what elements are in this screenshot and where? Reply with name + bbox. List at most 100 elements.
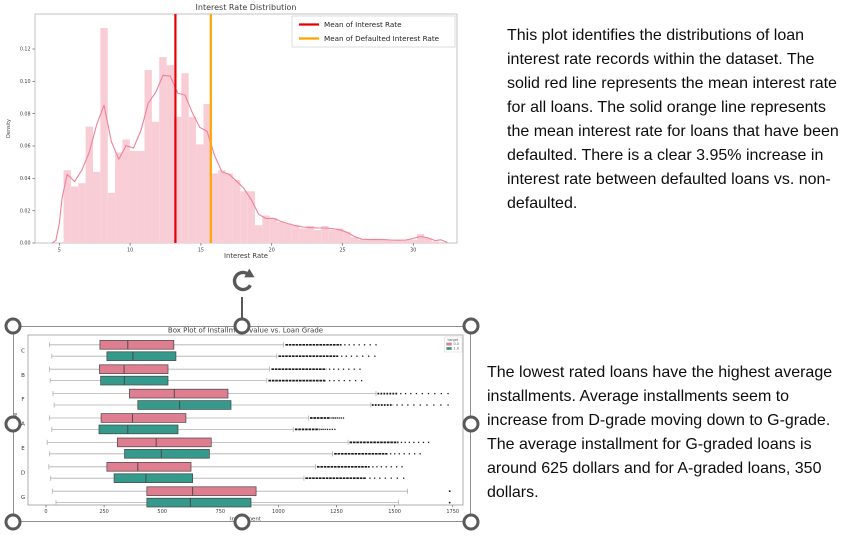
boxplot-note-textbox[interactable]: The lowest rated loans have the highest …: [487, 361, 845, 505]
outlier-point: [403, 477, 405, 479]
box: [100, 375, 169, 386]
boxplot-svg: Box Plot of Installment value vs. Loan G…: [13, 327, 464, 522]
selection-handle-top-right[interactable]: [462, 317, 480, 335]
outlier-point: [332, 417, 335, 419]
box: [113, 473, 193, 483]
outlier-point: [374, 355, 376, 357]
box: [137, 400, 232, 410]
outlier-point: [360, 379, 363, 382]
histogram-bar: [431, 241, 440, 243]
outlier-point: [421, 392, 423, 395]
selection-handle-middle-right[interactable]: [462, 415, 480, 433]
x-tick-label: 1500: [388, 509, 401, 515]
outlier-point: [353, 368, 355, 370]
outlier-point: [379, 477, 381, 479]
outlier-point: [320, 428, 322, 431]
outlier-point: [368, 355, 370, 357]
legend-swatch: [446, 347, 452, 350]
outlier-point: [440, 392, 442, 395]
histogram-bar: [129, 150, 138, 243]
legend-label: Mean of Interest Rate: [324, 20, 402, 29]
y-tick-label: 0.02: [20, 208, 31, 214]
rotate-handle-stem: [241, 297, 243, 321]
legend-label: Mean of Defaulted Interest Rate: [324, 34, 440, 43]
outlier-point: [326, 428, 329, 431]
histogram-note-text: This plot identifies the distributions o…: [507, 27, 839, 212]
x-tick-label: 1000: [272, 509, 285, 515]
x-tick-label: 500: [157, 509, 167, 515]
outlier-point: [348, 344, 350, 346]
histogram-bar: [387, 239, 395, 243]
outlier-point: [333, 368, 335, 370]
histogram-bar: [188, 116, 197, 243]
histogram-bar: [372, 238, 381, 243]
outlier-point: [354, 379, 357, 382]
rotate-handle-icon[interactable]: [228, 266, 258, 296]
outlier-point: [322, 428, 324, 431]
selection-handle-top-center[interactable]: [233, 317, 251, 335]
outlier-point: [408, 441, 411, 444]
outlier-point: [336, 417, 338, 419]
histogram-bar: [151, 121, 160, 243]
outlier-point: [385, 466, 387, 468]
outlier-point: [376, 466, 378, 468]
outlier-point: [331, 417, 333, 419]
histogram-bar: [173, 116, 182, 243]
histogram-legend: Mean of Interest Rate Mean of Defaulted I…: [291, 15, 456, 48]
histogram-bar: [350, 237, 359, 243]
selection-handle-bottom-center[interactable]: [233, 513, 251, 531]
outlier-point: [427, 392, 430, 395]
x-tick-label: 15: [198, 248, 204, 254]
box: [99, 340, 175, 350]
histogram-bar: [394, 240, 403, 243]
histogram-bar: [166, 65, 174, 244]
box: [100, 413, 187, 423]
histogram-bar: [299, 228, 307, 243]
outlier-point: [419, 404, 421, 406]
histogram-bar: [358, 239, 366, 243]
histogram-bar: [85, 126, 94, 243]
y-tick-label: 0.00: [20, 241, 31, 247]
histogram-bar: [254, 225, 263, 243]
outlier-point: [407, 404, 409, 406]
outlier-point: [384, 477, 387, 479]
outlier-point: [413, 404, 415, 406]
histogram-bar: [335, 228, 344, 243]
histogram-bar: [328, 230, 336, 243]
histogram-bar: [284, 223, 292, 243]
selection-handle-bottom-left[interactable]: [4, 513, 22, 531]
outlier-point: [342, 368, 345, 370]
interest-rate-histogram-image[interactable]: 0.00 0.02 0.04 0.06 0.08 0.10 0.12 5 10 15 20 25 30 I…: [0, 0, 470, 262]
selection-handle-top-left[interactable]: [4, 317, 22, 335]
boxplot-image[interactable]: Box Plot of Installment value vs. Loan G…: [13, 326, 471, 522]
selection-handle-bottom-right[interactable]: [462, 513, 480, 531]
histogram-bar: [321, 226, 329, 243]
outlier-point: [328, 379, 331, 382]
grade-tick-label: F: [21, 397, 24, 403]
outlier-point: [362, 355, 364, 357]
outlier-point: [329, 428, 331, 431]
outlier-point: [345, 355, 347, 357]
outlier-point: [338, 417, 340, 419]
histogram-svg: 0.00 0.02 0.04 0.06 0.08 0.10 0.12 5 10 15 20 25 30 I…: [6, 3, 458, 260]
histogram-bar: [115, 152, 123, 243]
x-tick-label: 250: [99, 509, 109, 515]
x-tick-label: 1250: [330, 509, 343, 515]
y-tick-label: 0.04: [20, 176, 31, 182]
histogram-bar: [137, 150, 145, 243]
plot-frame: [27, 334, 464, 506]
histogram-bar: [225, 173, 233, 243]
histogram-bar: [313, 230, 322, 243]
x-tick-label: 750: [216, 509, 226, 515]
selection-handle-middle-left[interactable]: [4, 415, 22, 433]
box: [146, 497, 252, 508]
outlier-point: [434, 392, 436, 395]
histogram-note-textbox[interactable]: This plot identifies the distributions o…: [507, 24, 839, 216]
grade-tick-label: G: [21, 495, 25, 501]
outlier-point: [398, 453, 400, 455]
box-series-1.0: [49, 351, 451, 508]
grade-tick-label: B: [21, 373, 25, 379]
outlier-point: [380, 466, 383, 468]
histogram-bar: [100, 27, 108, 243]
histogram-bar: [93, 171, 101, 243]
